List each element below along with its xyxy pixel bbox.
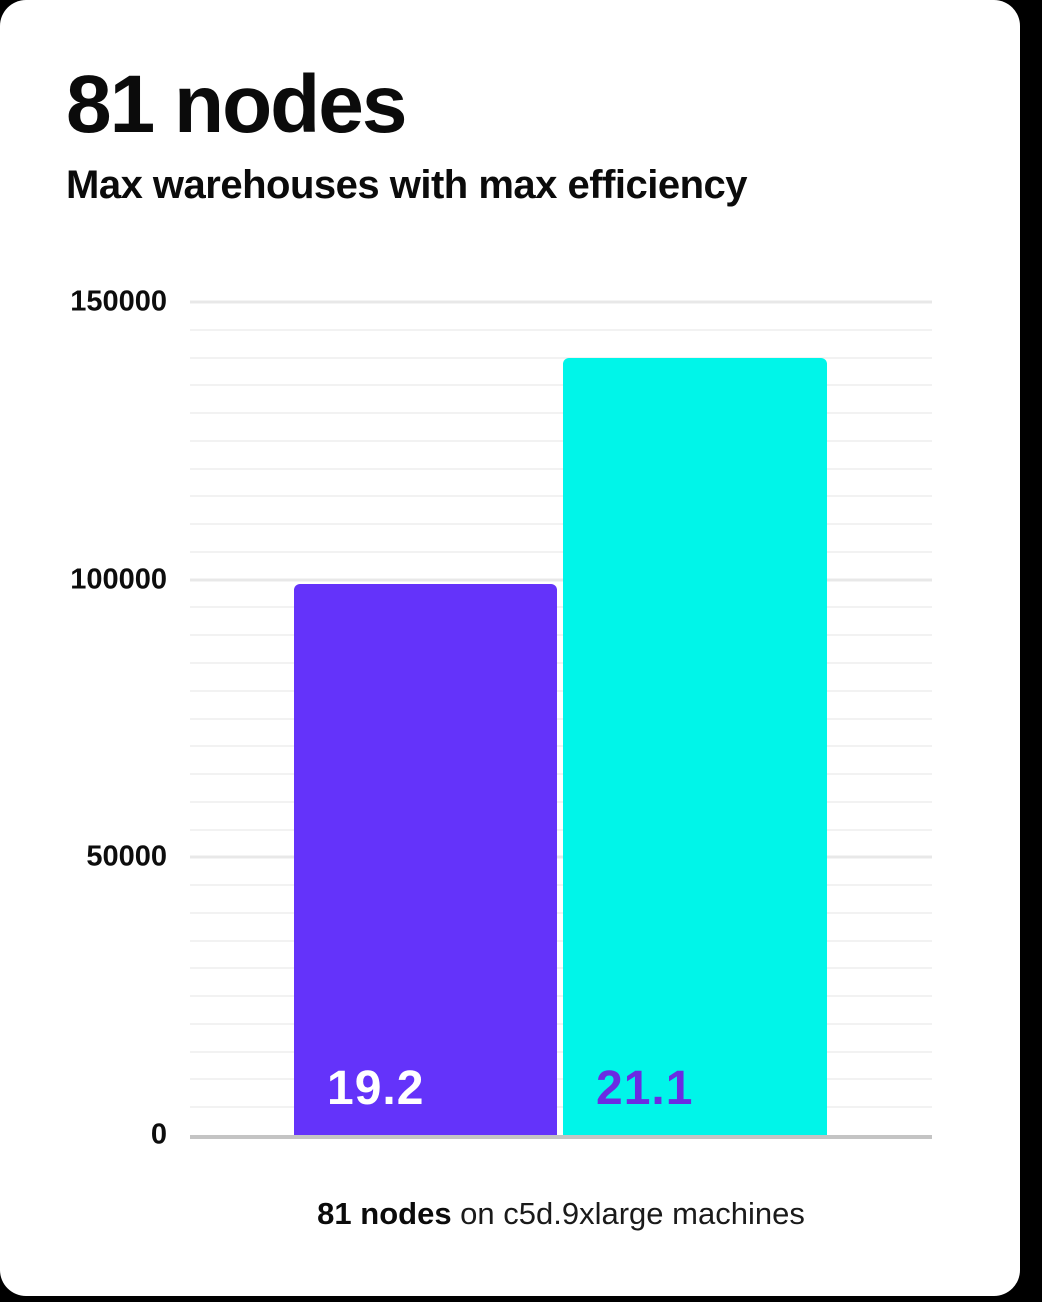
gridline: [190, 467, 932, 470]
caption-regular-text: on c5d.9xlarge machines: [451, 1196, 805, 1231]
gridline: [190, 995, 932, 998]
gridline: [190, 661, 932, 664]
gridline: [190, 1078, 932, 1081]
gridline: [190, 967, 932, 970]
gridline: [190, 855, 932, 859]
gridline: [190, 773, 932, 776]
gridline: [190, 828, 932, 831]
gridline: [190, 689, 932, 692]
bar-cyan: 21.1: [563, 357, 827, 1135]
page-subtitle: Max warehouses with max efficiency: [66, 163, 748, 207]
gridline: [190, 1106, 932, 1109]
gridline: [190, 634, 932, 637]
x-axis-baseline: [190, 1135, 932, 1139]
gridline: [190, 412, 932, 415]
gridline: [190, 1050, 932, 1053]
gridline: [190, 356, 932, 359]
y-axis-label: 0: [150, 1118, 167, 1151]
gridline: [190, 384, 932, 387]
gridline: [190, 300, 932, 304]
gridline: [190, 1022, 932, 1025]
gridline: [190, 578, 932, 582]
gridline: [190, 495, 932, 498]
y-axis: 0 50000 100000 150000: [0, 287, 190, 1149]
bar-purple: 19.2: [294, 583, 557, 1135]
caption: 81 nodes on c5d.9xlarge machines: [190, 1196, 932, 1232]
gridline: [190, 717, 932, 720]
gridline: [190, 745, 932, 748]
y-axis-label: 150000: [70, 285, 167, 318]
gridline: [190, 328, 932, 331]
gridline: [190, 523, 932, 526]
bar-value-label-purple: 19.2: [327, 1062, 425, 1115]
gridline: [190, 884, 932, 887]
y-axis-label: 100000: [70, 563, 167, 596]
gridline: [190, 439, 932, 442]
plot-area: 19.2 21.1: [190, 300, 932, 1139]
y-axis-label: 50000: [86, 840, 167, 873]
chart-card: 81 nodes Max warehouses with max efficie…: [0, 0, 1020, 1296]
caption-bold-text: 81 nodes: [317, 1196, 452, 1231]
gridline: [190, 606, 932, 609]
page-title: 81 nodes: [66, 59, 407, 150]
gridline: [190, 939, 932, 942]
bar-value-label-cyan: 21.1: [596, 1062, 694, 1115]
gridline: [190, 800, 932, 803]
gridline: [190, 550, 932, 553]
gridline: [190, 911, 932, 914]
